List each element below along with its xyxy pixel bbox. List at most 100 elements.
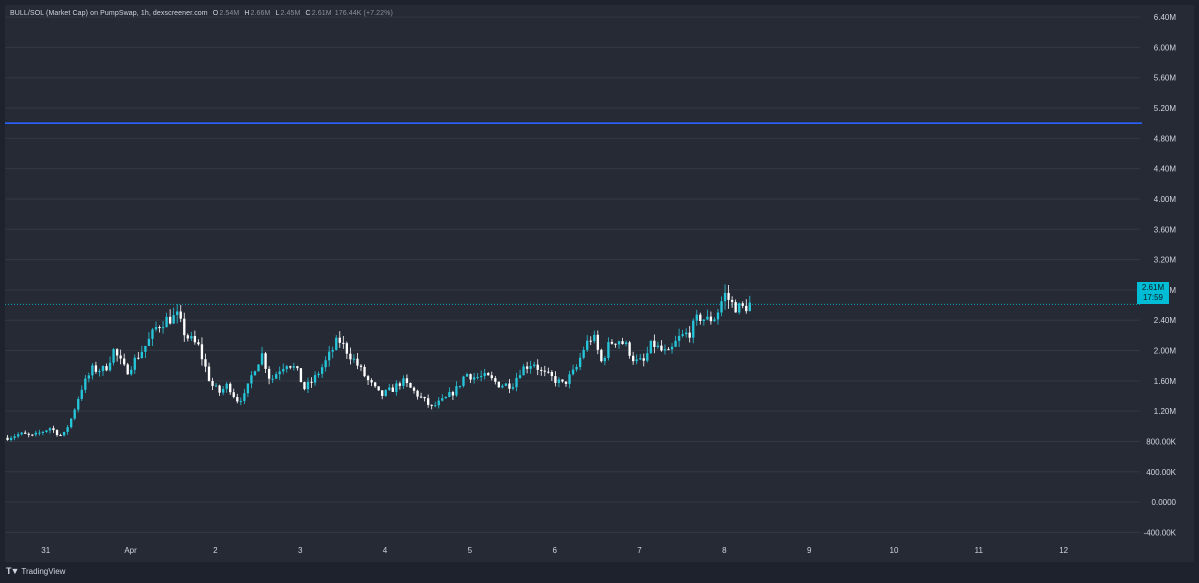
price-chart[interactable]: 6.40M 6.00M 5.60M 5.20M 4.80M 4.40M 4.00M 3.60M… — [5, 5, 1194, 562]
candle-up — [66, 427, 69, 432]
tradingview-brand: TradingView — [21, 566, 66, 576]
candle-up — [702, 319, 706, 321]
candle-up — [101, 365, 105, 372]
candle-up — [144, 345, 147, 352]
close-label: C — [305, 10, 311, 17]
candle-down — [126, 364, 129, 375]
low-value: 2.45M — [280, 10, 301, 17]
candle-down — [200, 344, 204, 360]
candle-down — [24, 432, 27, 434]
candle-down — [204, 359, 207, 367]
candle-down — [561, 379, 564, 382]
candle-up — [706, 316, 709, 320]
candle-up — [274, 374, 278, 379]
candle-up — [239, 401, 242, 403]
candle-down — [508, 383, 511, 389]
candles[interactable] — [6, 284, 751, 442]
candle-down — [610, 342, 614, 344]
price-tick-label: 400.00K — [1146, 468, 1176, 477]
candle-down — [430, 404, 433, 406]
candle-up — [317, 373, 320, 376]
change-value: 176.44K (+7.22%) — [334, 10, 393, 17]
candle-up — [73, 409, 76, 419]
price-axis[interactable]: 6.40M 6.00M 5.60M 5.20M 4.80M 4.40M 4.00M 3.60M… — [1144, 13, 1177, 537]
candle-up — [663, 349, 667, 351]
candle-up — [9, 437, 13, 440]
candle-up — [582, 349, 585, 358]
candle-up — [441, 398, 444, 401]
open-label: O — [212, 10, 219, 17]
candle-up — [214, 385, 218, 387]
high-value: 2.66M — [250, 10, 271, 17]
candle-up — [98, 371, 101, 373]
time-tick-label: 8 — [722, 546, 727, 555]
price-tick-label: 4.40M — [1154, 165, 1177, 174]
candle-up — [593, 334, 596, 342]
tradingview-logo[interactable]: T▼ TradingView — [6, 566, 65, 576]
candle-up — [635, 359, 638, 362]
candle-up — [221, 388, 225, 393]
candle-up — [257, 364, 260, 372]
time-axis[interactable]: 31 Apr 2 3 4 5 6 7 8 9 10 11 12 — [41, 546, 1068, 555]
candle-down — [207, 366, 211, 381]
candle-up — [151, 329, 154, 339]
candle-up — [501, 385, 504, 388]
candle-up — [571, 369, 575, 375]
candle-up — [133, 357, 136, 370]
candle-down — [614, 343, 617, 345]
candle-down — [727, 292, 730, 300]
candle-up — [480, 376, 483, 378]
candle-down — [218, 385, 221, 393]
candle-down — [6, 437, 9, 440]
candle-up — [62, 431, 66, 436]
candle-down — [536, 364, 539, 370]
candle-up — [48, 428, 52, 431]
time-tick-label: Apr — [124, 546, 137, 555]
candle-up — [69, 418, 73, 428]
candle-down — [416, 390, 419, 397]
chart-pane[interactable]: 6.40M 6.00M 5.60M 5.20M 4.80M 4.40M 4.00M 3.60M… — [5, 5, 1194, 562]
candle-up — [720, 301, 723, 313]
candle-up — [13, 436, 16, 438]
candle-up — [723, 292, 727, 302]
candle-up — [320, 367, 324, 374]
candle-down — [381, 390, 384, 396]
candle-up — [472, 377, 476, 380]
candle-up — [462, 376, 465, 386]
candle-down — [600, 349, 603, 362]
candle-up — [529, 366, 532, 369]
price-tick-label: 4.00M — [1154, 195, 1177, 204]
candle-up — [190, 336, 193, 339]
candle-up — [511, 387, 515, 389]
candle-up — [575, 367, 578, 370]
candle-down — [745, 305, 748, 312]
candle-down — [229, 383, 232, 393]
candle-down — [734, 302, 737, 313]
candle-up — [677, 335, 681, 341]
bar-countdown: 17:59 — [1142, 293, 1164, 302]
candle-down — [699, 314, 702, 321]
candle-up — [161, 327, 165, 329]
price-tick-label: 2.00M — [1154, 347, 1177, 356]
candle-up — [282, 369, 285, 372]
candle-up — [518, 375, 522, 378]
candle-down — [451, 392, 455, 396]
candle-down — [359, 365, 363, 367]
candle-up — [87, 375, 91, 379]
candle-down — [31, 434, 34, 436]
candle-up — [522, 366, 525, 376]
candle-up — [455, 386, 458, 396]
candle-down — [409, 383, 412, 388]
candle-down — [345, 343, 349, 354]
candle-down — [564, 381, 568, 384]
candle-up — [80, 389, 83, 399]
candle-up — [692, 320, 695, 338]
candle-down — [94, 365, 98, 372]
candle-down — [296, 366, 299, 369]
candle-up — [476, 376, 479, 378]
candle-up — [91, 365, 94, 376]
candle-up — [578, 357, 582, 368]
candle-down — [232, 392, 235, 397]
price-tick-label: 1.20M — [1154, 407, 1177, 416]
candle-down — [547, 371, 550, 373]
